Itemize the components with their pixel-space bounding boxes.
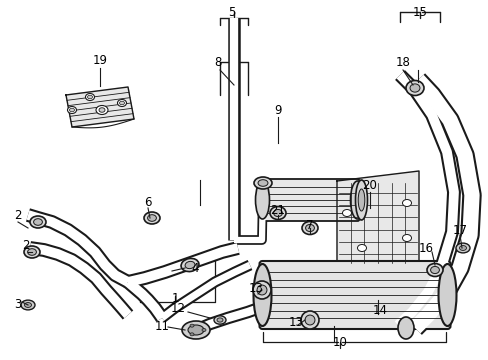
Text: 3: 3 [14, 298, 21, 311]
Ellipse shape [187, 325, 203, 335]
Ellipse shape [119, 101, 124, 105]
Ellipse shape [253, 264, 271, 326]
Text: 20: 20 [362, 179, 377, 192]
Ellipse shape [301, 311, 318, 329]
Text: 12: 12 [170, 302, 185, 315]
FancyBboxPatch shape [259, 261, 449, 329]
Ellipse shape [69, 108, 74, 112]
Ellipse shape [302, 221, 317, 234]
Text: 2: 2 [14, 208, 21, 221]
Ellipse shape [182, 321, 209, 339]
Ellipse shape [269, 207, 285, 220]
Text: 17: 17 [451, 224, 467, 237]
Text: 21: 21 [270, 203, 285, 216]
Text: 4: 4 [191, 261, 198, 274]
Ellipse shape [273, 210, 282, 217]
Ellipse shape [358, 189, 364, 211]
Text: 9: 9 [274, 104, 281, 117]
Ellipse shape [143, 212, 160, 224]
Ellipse shape [85, 94, 94, 100]
Ellipse shape [184, 261, 195, 269]
Text: 13: 13 [248, 282, 263, 294]
Text: 2: 2 [22, 239, 30, 252]
Ellipse shape [30, 216, 46, 228]
Ellipse shape [67, 107, 76, 113]
Text: 1: 1 [171, 292, 179, 305]
Ellipse shape [253, 177, 271, 189]
Ellipse shape [24, 302, 31, 307]
Ellipse shape [402, 199, 411, 207]
Ellipse shape [438, 264, 456, 326]
Ellipse shape [459, 246, 466, 251]
Ellipse shape [405, 81, 423, 95]
Ellipse shape [21, 300, 35, 310]
Ellipse shape [305, 315, 314, 325]
Text: 13: 13 [288, 315, 303, 328]
Ellipse shape [355, 180, 367, 220]
Ellipse shape [252, 281, 270, 299]
Ellipse shape [257, 285, 266, 295]
Text: 14: 14 [372, 303, 386, 316]
Ellipse shape [190, 333, 194, 336]
Ellipse shape [181, 258, 199, 271]
Ellipse shape [258, 180, 267, 186]
Ellipse shape [342, 210, 351, 216]
FancyBboxPatch shape [260, 179, 359, 221]
Ellipse shape [402, 234, 411, 242]
Ellipse shape [190, 324, 194, 327]
Ellipse shape [24, 246, 40, 258]
Text: 6: 6 [144, 195, 151, 208]
Ellipse shape [27, 249, 36, 255]
Text: 11: 11 [154, 320, 169, 333]
Ellipse shape [255, 181, 269, 219]
Text: 10: 10 [332, 336, 347, 348]
Text: 8: 8 [214, 55, 221, 68]
Ellipse shape [87, 95, 92, 99]
Polygon shape [336, 171, 418, 265]
Text: 19: 19 [92, 54, 107, 67]
Ellipse shape [430, 266, 439, 274]
Ellipse shape [96, 105, 108, 114]
Ellipse shape [217, 318, 223, 322]
Ellipse shape [117, 99, 126, 107]
Ellipse shape [409, 84, 419, 92]
Ellipse shape [34, 219, 42, 225]
Ellipse shape [350, 181, 364, 219]
Ellipse shape [455, 243, 469, 253]
Ellipse shape [357, 244, 366, 252]
Text: 18: 18 [395, 55, 409, 68]
Ellipse shape [305, 224, 314, 231]
Ellipse shape [426, 264, 442, 276]
Ellipse shape [99, 108, 105, 112]
Ellipse shape [202, 328, 205, 332]
Text: 7: 7 [305, 219, 313, 231]
Ellipse shape [214, 316, 225, 324]
Ellipse shape [147, 215, 156, 221]
Ellipse shape [397, 317, 413, 339]
Text: 16: 16 [418, 242, 433, 255]
Text: 5: 5 [228, 5, 235, 18]
Text: 15: 15 [412, 5, 427, 18]
Polygon shape [66, 87, 134, 127]
